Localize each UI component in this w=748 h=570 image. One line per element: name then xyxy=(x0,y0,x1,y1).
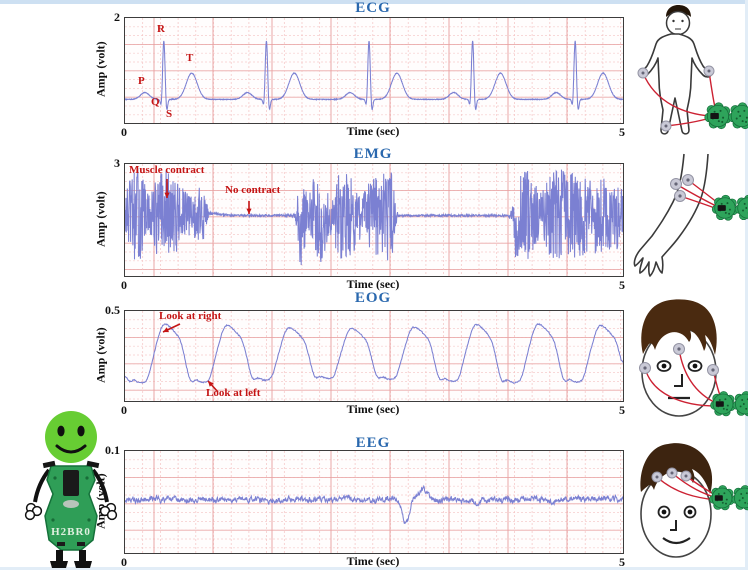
robot-body: H2BR0 xyxy=(44,465,98,551)
emg-plot-area: Muscle contract No contract xyxy=(124,163,624,277)
emg-y-axis-label: Amp (volt) xyxy=(93,191,108,247)
nose xyxy=(670,520,677,531)
emg-chart-title: EMG xyxy=(353,146,393,162)
emg-ymax-tick: 3 xyxy=(114,156,120,170)
eog-x-start-tick: 0 xyxy=(121,403,127,417)
electrode-icon xyxy=(651,467,692,483)
eeg-chart-section: EEG 0.1 Amp (volt) 0 Time (sec) 5 xyxy=(0,435,748,570)
annotation-arrow xyxy=(162,323,181,333)
eog-y-axis-label: Amp (volt) xyxy=(93,327,108,383)
ecg-x-axis-label: Time (sec) xyxy=(346,124,400,138)
hair xyxy=(641,299,717,355)
ecg-annotation: Q xyxy=(151,96,160,108)
eog-chart-section: EOG 0.5 Amp (volt) Look at right Look at … xyxy=(0,290,748,435)
emg-arm-figure xyxy=(626,150,748,288)
body-with-electrodes-illustration xyxy=(637,5,748,135)
eog-x-end-tick: 5 xyxy=(619,403,625,417)
h2br0-module-icon xyxy=(710,391,748,417)
eog-chart-title: EOG xyxy=(354,290,392,306)
bottom-frame-line xyxy=(0,567,748,570)
eye xyxy=(681,19,684,23)
electrode-icon xyxy=(639,343,719,376)
ecg-x-start-tick: 0 xyxy=(121,125,127,139)
eeg-head-figure xyxy=(626,436,748,568)
eog-annotation: Look at right xyxy=(159,310,222,322)
eye xyxy=(672,19,675,23)
ecg-annotation: S xyxy=(166,108,173,120)
ecg-ymax-tick: 2 xyxy=(114,10,120,24)
eye xyxy=(657,505,671,519)
hair xyxy=(640,443,713,494)
emg-chart-section: EMG 3 Amp (volt) Muscle contract No contr… xyxy=(0,146,748,292)
annotation-arrow xyxy=(164,179,170,198)
shoulder-strap xyxy=(86,460,100,469)
eeg-x-end-tick: 5 xyxy=(619,555,625,569)
eye xyxy=(656,360,672,372)
robot-leg xyxy=(50,550,92,568)
emg-x-axis-label: Time (sec) xyxy=(346,277,400,291)
ecg-annotation: P xyxy=(138,75,145,87)
shoulder-strap xyxy=(42,460,56,469)
electrode-icon xyxy=(637,65,715,132)
ecg-x-end-tick: 5 xyxy=(619,125,625,139)
ecg-y-axis-label: Amp (volt) xyxy=(93,41,108,98)
eog-annotation: Look at left xyxy=(206,387,261,399)
ecg-chart-title: ECG xyxy=(355,0,391,16)
emg-annotation: Muscle contract xyxy=(129,164,205,176)
eog-x-axis-label: Time (sec) xyxy=(346,402,400,416)
head xyxy=(665,10,691,36)
robot-hand xyxy=(24,502,118,521)
top-frame-line xyxy=(0,0,748,4)
ecg-body-figure xyxy=(626,4,748,146)
emg-waveform xyxy=(125,167,623,266)
body-outline xyxy=(638,33,712,135)
eeg-x-start-tick: 0 xyxy=(121,555,127,569)
robot-arm xyxy=(33,468,109,503)
mouth xyxy=(662,537,691,545)
emg-x-end-tick: 5 xyxy=(619,278,625,292)
nose xyxy=(674,374,683,387)
eeg-waveform xyxy=(125,484,623,525)
eye xyxy=(687,360,703,372)
h2br0-robot-illustration: H2BR0 xyxy=(24,411,118,568)
arm-with-electrodes-illustration xyxy=(633,153,748,277)
h2br0-module-icon xyxy=(704,102,748,130)
h2br0-module-icon xyxy=(709,485,748,511)
annotation-arrow xyxy=(207,380,219,393)
eog-ymax-tick: 0.5 xyxy=(105,303,120,317)
eog-face-figure xyxy=(624,292,748,435)
ecg-waveform xyxy=(125,40,623,111)
eye xyxy=(683,505,697,519)
eeg-chart-title: EEG xyxy=(355,435,391,451)
annotation-arrow xyxy=(246,201,252,214)
ecg-annotation: T xyxy=(186,52,194,64)
eeg-x-axis-label: Time (sec) xyxy=(346,554,400,568)
eog-plot-area: Look at right Look at left xyxy=(124,310,624,402)
head-with-forehead-electrodes-illustration xyxy=(640,443,748,558)
eeg-plot-area xyxy=(124,450,624,554)
right-frame-line xyxy=(745,0,748,570)
emg-x-start-tick: 0 xyxy=(121,278,127,292)
emg-annotation: No contract xyxy=(225,184,281,196)
h2br0-robot-figure: H2BR0 xyxy=(20,408,122,570)
h2br0-module-icon xyxy=(711,194,748,221)
eeg-ymax-tick: 0.1 xyxy=(105,443,120,457)
ecg-annotation: R xyxy=(157,23,165,35)
arm-outline xyxy=(633,153,709,277)
electrode-icon xyxy=(670,174,694,202)
robot-name-label: H2BR0 xyxy=(51,526,91,538)
eog-waveform xyxy=(125,322,623,384)
robot-head xyxy=(45,411,97,463)
face-with-eye-electrodes-illustration xyxy=(639,299,748,417)
